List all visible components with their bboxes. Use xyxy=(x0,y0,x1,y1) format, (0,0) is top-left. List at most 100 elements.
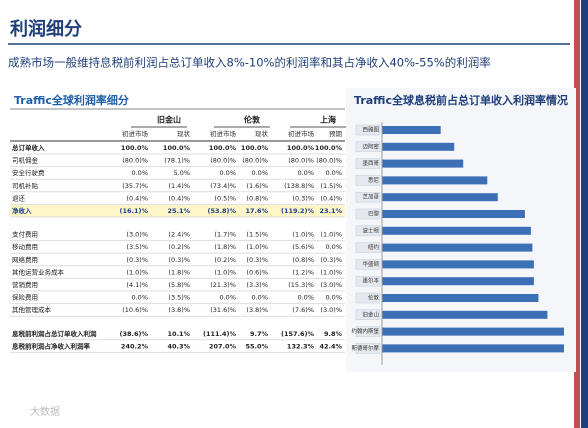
cell: (1.0)% xyxy=(126,268,148,276)
cell: 10.1% xyxy=(167,330,190,338)
cell: (1.0)% xyxy=(320,231,342,239)
category-box xyxy=(355,225,381,237)
cell: (0.2)% xyxy=(214,256,236,264)
cell: (0.3)% xyxy=(292,194,314,202)
cell: 0.0% xyxy=(251,169,268,177)
cell: 100.0% xyxy=(209,144,237,152)
cell: (111.4)% xyxy=(203,330,237,338)
side-stripe xyxy=(574,0,580,428)
cell: (3.8)% xyxy=(246,306,268,314)
category-label: 旧金山 xyxy=(362,310,379,318)
column-header: 现状 xyxy=(177,129,191,138)
cell: (0.8)% xyxy=(292,256,314,264)
cell: (15.3)% xyxy=(288,281,314,289)
category-label: 斯德哥尔摩 xyxy=(351,344,379,352)
bar xyxy=(382,210,525,218)
cell: 100.0% xyxy=(241,144,269,152)
cell: 0.0% xyxy=(297,169,314,177)
bar xyxy=(382,243,533,252)
cell: 100.0% xyxy=(287,144,315,152)
cell: 0.0% xyxy=(325,243,342,251)
category-box xyxy=(355,141,381,153)
bar xyxy=(382,344,564,353)
column-header: 现状 xyxy=(255,129,269,138)
cell: (0.5)% xyxy=(214,194,236,202)
bar xyxy=(382,176,488,185)
bar xyxy=(382,193,498,202)
cell: (1.4)% xyxy=(168,182,190,190)
cell: (3.8)% xyxy=(168,306,190,314)
bar xyxy=(382,142,455,151)
cell: 25.1% xyxy=(167,207,190,215)
row-label: 支付费用 xyxy=(12,230,38,239)
cell: 0.0% xyxy=(219,294,236,302)
bar xyxy=(382,310,548,319)
cell: (1.7)% xyxy=(214,231,236,239)
cell: (0.8)% xyxy=(246,194,268,202)
slide-title: 利润细分 xyxy=(10,18,82,40)
side-stripe xyxy=(581,0,588,428)
cell: (3.0)% xyxy=(320,281,342,289)
cell: (16.1)% xyxy=(120,207,149,215)
cell: (80.0)% xyxy=(316,157,342,165)
cell: 132.3% xyxy=(287,342,315,350)
chart-title: Traffic全球息税前占总订单收入利润率情况 xyxy=(354,93,568,107)
cell: (35.7)% xyxy=(122,182,148,190)
row-label: 安全行驶费 xyxy=(12,168,45,177)
category-label: 西雅图 xyxy=(362,126,379,134)
category-box xyxy=(355,343,381,354)
cell: (80.0)% xyxy=(288,157,314,165)
category-label: 墨尔本 xyxy=(362,277,379,285)
column-header: 初进市场 xyxy=(288,129,315,138)
row-label: 保险费用 xyxy=(12,293,38,302)
cell: 0.0% xyxy=(219,169,236,177)
bar xyxy=(382,277,534,286)
cell: 0.0% xyxy=(325,169,342,177)
cell: (31.6)% xyxy=(210,306,236,314)
bar xyxy=(382,327,564,336)
cell: 23.1% xyxy=(319,207,342,215)
category-box xyxy=(355,208,381,220)
cell: (7.6)% xyxy=(292,306,314,314)
cell: (78.1)% xyxy=(164,157,190,165)
cell: 42.4% xyxy=(319,342,342,350)
category-label: 波士顿 xyxy=(362,226,379,234)
category-label: 迈阿密 xyxy=(362,142,379,150)
cell: 0.0% xyxy=(131,169,148,177)
cell: (3.5)% xyxy=(168,294,190,302)
cell: (138.8)% xyxy=(284,182,314,190)
row-label: 息税前利润占总订单收入利润 xyxy=(12,329,97,338)
row-highlight xyxy=(10,205,345,217)
row-label: 息税前利润占净收入利润率 xyxy=(12,341,91,350)
row-label: 移动费用 xyxy=(12,242,38,251)
watermark: 大数据 xyxy=(30,405,60,418)
category-label: 约翰内斯堡 xyxy=(351,327,379,335)
subtitle: 成熟市场一般维持息税前利润占总订单收入8%-10%的利润率和其占净收入40%-5… xyxy=(8,56,491,70)
cell: 5.0% xyxy=(173,169,190,177)
cell: (80.0)% xyxy=(210,157,236,165)
cell: (1.8)% xyxy=(168,268,190,276)
cell: 9.7% xyxy=(250,330,269,338)
cell: 9.8% xyxy=(324,330,343,338)
cell: 0.0% xyxy=(325,294,342,302)
cell: (1.2)% xyxy=(292,268,314,276)
cell: (2.4)% xyxy=(168,231,190,239)
category-box xyxy=(355,326,381,337)
category-label: 墨西哥 xyxy=(362,160,379,167)
cell: (3.0)% xyxy=(320,306,342,314)
category-box xyxy=(355,259,381,270)
row-label: 网络费用 xyxy=(12,255,38,264)
category-label: 华盛顿 xyxy=(362,260,379,268)
cell: (73.4)% xyxy=(210,182,236,190)
cell: (10.6)% xyxy=(122,306,148,314)
row-label: 净收入 xyxy=(12,206,32,215)
cell: 17.6% xyxy=(245,207,268,215)
cell: 0.0% xyxy=(251,294,268,302)
cell: (0.6)% xyxy=(246,268,268,276)
cell: 0.0% xyxy=(131,294,148,302)
bar xyxy=(382,260,534,269)
row-label: 司机佣金 xyxy=(12,156,39,165)
category-box xyxy=(355,275,381,287)
cell: (0.4)% xyxy=(320,194,342,202)
